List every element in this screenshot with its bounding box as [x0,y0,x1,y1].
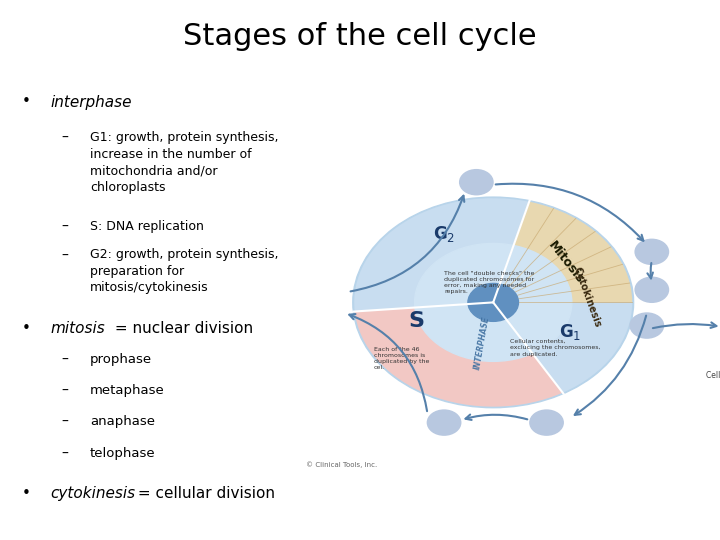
Wedge shape [354,198,529,312]
Text: •: • [22,94,30,110]
FancyArrowPatch shape [495,184,644,241]
Circle shape [460,170,493,194]
Text: = cellular division: = cellular division [133,486,275,501]
Text: –: – [61,384,68,398]
Text: G1: growth, protein synthesis,
increase in the number of
mitochondria and/or
chl: G1: growth, protein synthesis, increase … [90,131,279,194]
Text: mitosis: mitosis [50,321,105,336]
Wedge shape [355,302,563,407]
Circle shape [635,278,668,302]
Text: metaphase: metaphase [90,384,165,397]
Circle shape [630,313,663,338]
Text: prophase: prophase [90,353,152,366]
Text: •: • [22,321,30,336]
Text: S: DNA replication: S: DNA replication [90,220,204,233]
FancyArrowPatch shape [466,415,527,420]
Circle shape [353,197,634,408]
Text: G2: growth, protein synthesis,
preparation for
mitosis/cytokinesis: G2: growth, protein synthesis, preparati… [90,248,279,294]
Text: G$_1$: G$_1$ [559,322,582,342]
Text: •: • [22,486,30,501]
FancyArrowPatch shape [653,322,716,328]
Text: anaphase: anaphase [90,415,155,428]
Text: INTERPHASE: INTERPHASE [473,315,491,370]
Text: G$_2$: G$_2$ [433,224,455,244]
Text: Cytokinesis: Cytokinesis [572,266,603,329]
Text: © Clinical Tools, Inc.: © Clinical Tools, Inc. [306,462,377,468]
FancyArrowPatch shape [575,315,646,415]
Text: Each of the 46
chromosomes is
duplicated by the
cel.: Each of the 46 chromosomes is duplicated… [374,347,429,370]
Text: –: – [61,248,68,262]
FancyArrowPatch shape [349,314,427,411]
Text: –: – [61,415,68,429]
Text: The cell "double checks" the
duplicated chromosomes for
error, making any needed: The cell "double checks" the duplicated … [444,271,534,294]
Text: Cellular contents,
exclucing the chromosomes,
are duplicated.: Cellular contents, exclucing the chromos… [510,339,600,356]
FancyArrowPatch shape [647,263,653,279]
Text: Cell cycle arrest.: Cell cycle arrest. [706,370,720,380]
Text: –: – [61,447,68,461]
Text: –: – [61,353,68,367]
Circle shape [428,410,461,435]
Circle shape [415,244,572,361]
Circle shape [530,410,563,435]
Circle shape [635,239,668,264]
Text: –: – [61,220,68,234]
FancyArrowPatch shape [351,195,464,292]
Text: = nuclear division: = nuclear division [110,321,253,336]
Text: S: S [408,312,424,332]
Wedge shape [493,302,632,393]
Text: telophase: telophase [90,447,156,460]
Text: cytokinesis: cytokinesis [50,486,135,501]
Wedge shape [493,202,632,302]
Text: Mitosis: Mitosis [546,239,587,286]
Text: –: – [61,131,68,145]
Circle shape [468,284,518,321]
Text: interphase: interphase [50,94,132,110]
Text: Stages of the cell cycle: Stages of the cell cycle [183,22,537,51]
